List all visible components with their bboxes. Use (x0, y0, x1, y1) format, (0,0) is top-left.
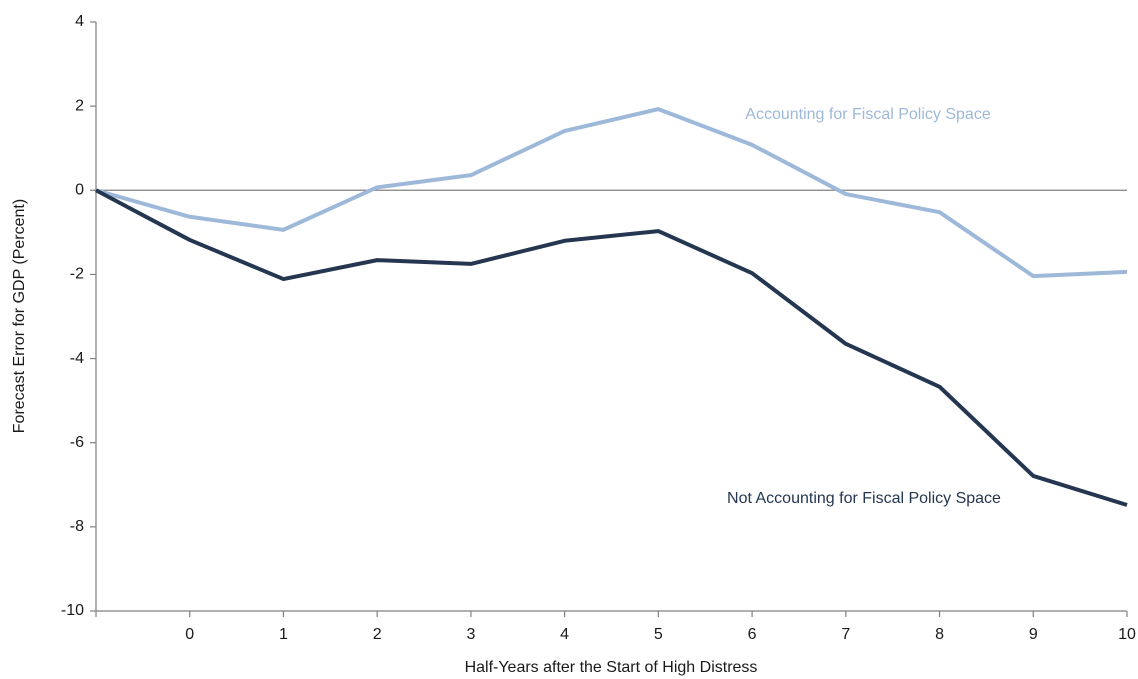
x-tick-label: 3 (466, 626, 475, 643)
x-tick-label: 9 (1029, 626, 1038, 643)
x-tick-label: 4 (560, 626, 569, 643)
y-tick-label: -8 (70, 518, 84, 535)
series-label: Not Accounting for Fiscal Policy Space (727, 490, 1001, 507)
y-tick-label: 0 (75, 182, 84, 199)
x-axis-title: Half-Years after the Start of High Distr… (465, 659, 758, 676)
y-tick-label: 4 (75, 13, 84, 30)
x-tick-label: 5 (654, 626, 663, 643)
x-tick-label: 1 (279, 626, 288, 643)
y-tick-label: -6 (70, 434, 84, 451)
x-tick-label: 2 (373, 626, 382, 643)
y-tick-label: -4 (70, 350, 84, 367)
series-line (95, 107, 1128, 279)
x-tick-label: 7 (841, 626, 850, 643)
y-tick-label: -10 (61, 602, 84, 619)
series-label: Accounting for Fiscal Policy Space (745, 106, 991, 123)
y-axis-title: Forecast Error for GDP (Percent) (11, 199, 28, 433)
x-tick-label: 8 (935, 626, 944, 643)
y-tick-label: -2 (70, 266, 84, 283)
x-tick-label: 10 (1118, 626, 1136, 643)
series-line (95, 188, 1128, 507)
x-tick-label: 6 (748, 626, 757, 643)
y-tick-label: 2 (75, 97, 84, 114)
x-tick-label: 0 (185, 626, 194, 643)
